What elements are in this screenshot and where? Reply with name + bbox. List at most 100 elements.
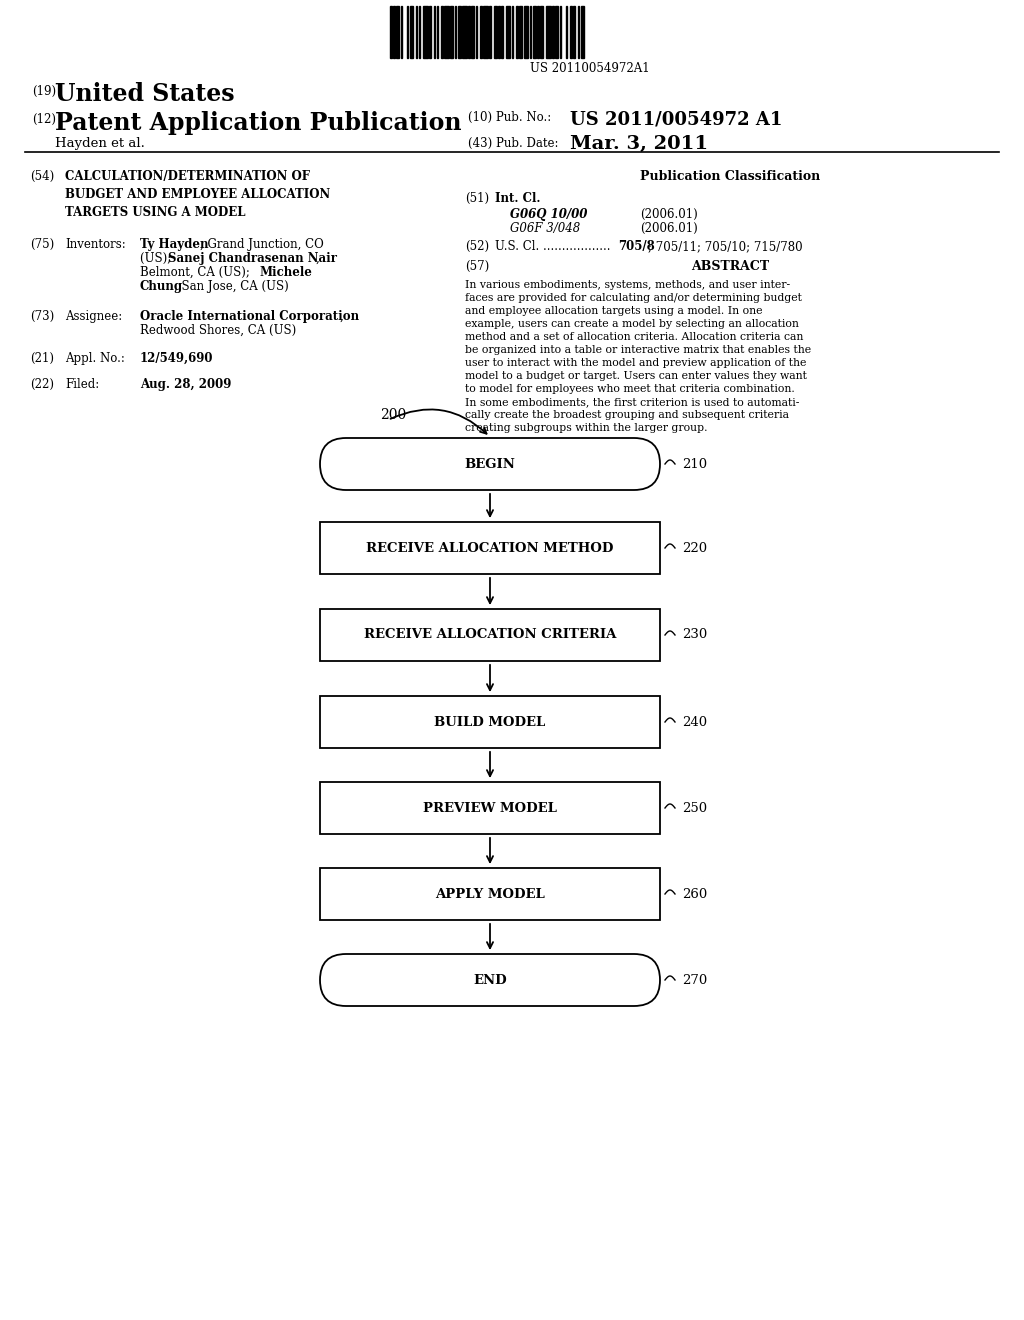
Text: Assignee:: Assignee: [65,310,122,323]
Text: Belmont, CA (US);: Belmont, CA (US); [140,267,254,279]
Bar [501,7,503,58]
Text: United States: United States [55,82,234,106]
Bar [462,7,467,58]
Text: , Grand Junction, CO: , Grand Junction, CO [200,238,324,251]
Text: BEGIN: BEGIN [465,458,515,470]
Text: (57): (57) [465,260,489,273]
FancyBboxPatch shape [319,438,660,490]
Text: In various embodiments, systems, methods, and user inter-
faces are provided for: In various embodiments, systems, methods… [465,280,811,433]
Text: (52): (52) [465,240,489,253]
Text: RECEIVE ALLOCATION CRITERIA: RECEIVE ALLOCATION CRITERIA [364,628,616,642]
Text: Redwood Shores, CA (US): Redwood Shores, CA (US) [140,323,296,337]
FancyBboxPatch shape [319,954,660,1006]
Bar [498,7,500,58]
Text: RECEIVE ALLOCATION METHOD: RECEIVE ALLOCATION METHOD [367,541,613,554]
Bar [441,7,442,58]
Bar [540,7,543,58]
Bar [396,7,399,58]
Bar [319,521,660,574]
Bar [578,7,579,58]
Bar [450,7,453,58]
Text: (19): (19) [32,84,56,98]
Text: Chung: Chung [140,280,183,293]
Text: BUILD MODEL: BUILD MODEL [434,715,546,729]
Bar [483,7,487,58]
Bar [319,869,660,920]
Bar [512,7,513,58]
Text: Mar. 3, 2011: Mar. 3, 2011 [570,135,709,153]
Text: ABSTRACT: ABSTRACT [691,260,769,273]
Bar [506,7,510,58]
Text: (75): (75) [30,238,54,251]
Bar [489,7,490,58]
Bar [519,7,522,58]
Bar [565,7,567,58]
Bar [393,7,394,58]
Text: US 20110054972A1: US 20110054972A1 [530,62,650,75]
Text: ,: , [340,310,344,323]
Text: Patent Application Publication: Patent Application Publication [55,111,462,135]
Bar [319,609,660,661]
Text: (2006.01): (2006.01) [640,222,697,235]
Text: 220: 220 [682,541,708,554]
Bar [475,7,477,58]
Text: 240: 240 [682,715,708,729]
Text: (US);: (US); [140,252,175,265]
Bar [429,7,430,58]
Bar [559,7,561,58]
Text: , San Jose, CA (US): , San Jose, CA (US) [174,280,289,293]
Bar [319,696,660,748]
Text: Sanej Chandrasenan Nair: Sanej Chandrasenan Nair [168,252,337,265]
Bar [552,7,554,58]
Bar [436,7,438,58]
Bar [516,7,517,58]
Bar [523,7,528,58]
Bar [494,7,497,58]
Bar [410,7,413,58]
Bar [555,7,558,58]
Text: 705/8: 705/8 [618,240,654,253]
Bar [529,7,531,58]
Text: Ty Hayden: Ty Hayden [140,238,209,251]
Text: (12): (12) [32,114,56,125]
Bar [471,7,474,58]
Text: (2006.01): (2006.01) [640,209,697,220]
Text: Hayden et al.: Hayden et al. [55,137,144,150]
Text: Michele: Michele [259,267,312,279]
Bar [416,7,417,58]
Text: PREVIEW MODEL: PREVIEW MODEL [423,801,557,814]
Text: US 2011/0054972 A1: US 2011/0054972 A1 [570,110,782,128]
Text: Aug. 28, 2009: Aug. 28, 2009 [140,378,231,391]
Text: Inventors:: Inventors: [65,238,126,251]
Bar [455,7,456,58]
Text: END: END [473,974,507,986]
Text: (43) Pub. Date:: (43) Pub. Date: [468,137,558,150]
Text: Filed:: Filed: [65,378,99,391]
Bar [423,7,427,58]
Text: 210: 210 [682,458,708,470]
Bar [419,7,420,58]
Bar [480,7,481,58]
Text: Int. Cl.: Int. Cl. [495,191,541,205]
Text: (73): (73) [30,310,54,323]
Text: (22): (22) [30,378,54,391]
Bar [458,7,461,58]
Text: 12/549,690: 12/549,690 [140,352,213,366]
Text: Publication Classification: Publication Classification [640,170,820,183]
Text: Appl. No.:: Appl. No.: [65,352,125,366]
Text: 250: 250 [682,801,708,814]
Bar [468,7,469,58]
Text: 260: 260 [682,887,708,900]
Text: 270: 270 [682,974,708,986]
Text: G06Q 10/00: G06Q 10/00 [510,209,588,220]
Text: G06F 3/048: G06F 3/048 [510,222,581,235]
Bar [444,7,449,58]
Text: (10) Pub. No.:: (10) Pub. No.: [468,111,551,124]
Text: (54): (54) [30,170,54,183]
Text: 230: 230 [682,628,708,642]
Text: (51): (51) [465,191,489,205]
Bar [570,7,571,58]
Text: U.S. Cl. ..................: U.S. Cl. .................. [495,240,614,253]
Text: CALCULATION/DETERMINATION OF
BUDGET AND EMPLOYEE ALLOCATION
TARGETS USING A MODE: CALCULATION/DETERMINATION OF BUDGET AND … [65,170,331,219]
Bar [581,7,584,58]
